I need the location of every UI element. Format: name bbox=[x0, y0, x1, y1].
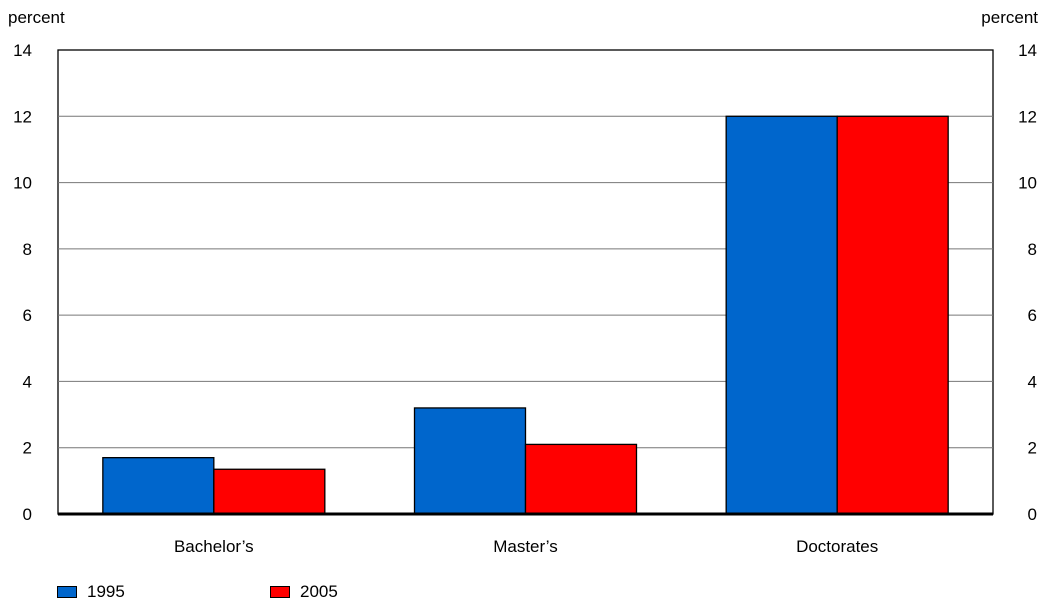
y-tick-label-left: 8 bbox=[23, 240, 32, 259]
y-tick-label-right: 0 bbox=[1028, 505, 1037, 524]
y-tick-label-right: 8 bbox=[1028, 240, 1037, 259]
bar-1995-2 bbox=[725, 115, 838, 515]
bar-2005-2 bbox=[836, 115, 949, 515]
bar-1995-0 bbox=[102, 457, 215, 515]
y-tick-label-right: 2 bbox=[1028, 439, 1037, 458]
y-tick-label-left: 6 bbox=[23, 306, 32, 325]
legend-label-2005: 2005 bbox=[300, 582, 338, 601]
y-axis-unit-left: percent bbox=[8, 8, 65, 27]
y-tick-label-right: 4 bbox=[1028, 372, 1037, 391]
legend-label-1995: 1995 bbox=[87, 582, 125, 601]
x-tick-label: Master’s bbox=[493, 537, 558, 556]
y-tick-label-left: 14 bbox=[13, 41, 32, 60]
legend-item-1995: 1995 bbox=[57, 582, 125, 602]
y-tick-label-right: 6 bbox=[1028, 306, 1037, 325]
bar-2005-1 bbox=[524, 443, 638, 515]
x-tick-label: Bachelor’s bbox=[174, 537, 254, 556]
bar-chart: 0 0 2 2 4 4 6 6 8 8 10 10 12 12 14 14 Bachelor’s Master’s… bbox=[13, 41, 1037, 556]
y-tick-label-right: 14 bbox=[1018, 41, 1037, 60]
y-tick-label-left: 12 bbox=[13, 107, 32, 126]
y-axis-unit-right: percent bbox=[981, 8, 1038, 27]
legend-item-2005: 2005 bbox=[270, 582, 338, 602]
y-tick-label-left: 2 bbox=[23, 439, 32, 458]
y-tick-label-left: 4 bbox=[23, 372, 32, 391]
legend-swatch-1995 bbox=[57, 586, 77, 598]
legend-swatch-2005 bbox=[270, 586, 290, 598]
bar-2005-0 bbox=[213, 468, 326, 515]
y-tick-label-right: 12 bbox=[1018, 107, 1037, 126]
bar-1995-1 bbox=[413, 407, 527, 515]
y-tick-label-left: 10 bbox=[13, 174, 32, 193]
y-tick-label-right: 10 bbox=[1018, 174, 1037, 193]
x-tick-label: Doctorates bbox=[796, 537, 878, 556]
y-tick-label-left: 0 bbox=[23, 505, 32, 524]
